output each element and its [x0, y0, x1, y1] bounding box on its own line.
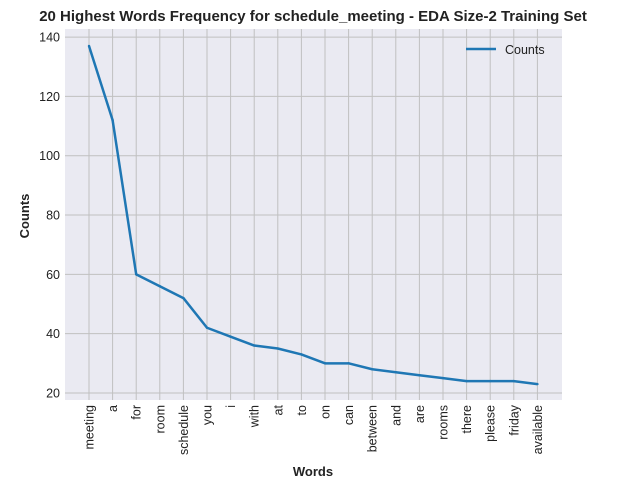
legend: Counts	[466, 43, 545, 57]
x-tick-label: friday	[507, 404, 521, 435]
series-line-counts	[87, 45, 538, 386]
x-tick-label: i	[224, 405, 238, 408]
data-point	[276, 347, 279, 350]
data-point	[253, 344, 256, 347]
x-tick-label: for	[130, 405, 144, 420]
data-point	[323, 362, 327, 365]
data-point	[205, 326, 209, 329]
data-point	[300, 353, 303, 356]
x-tick-label: room	[153, 405, 167, 433]
x-tick-label: to	[295, 405, 309, 415]
legend-label-counts: Counts	[505, 43, 545, 57]
y-tick-label: 80	[46, 209, 60, 223]
x-axis-label: Words	[293, 464, 333, 479]
data-point	[441, 376, 445, 380]
x-tick-label: between	[366, 405, 380, 452]
x-tick-label: there	[460, 405, 474, 434]
y-tick-label: 100	[39, 149, 60, 163]
x-tick-label: rooms	[437, 405, 451, 440]
x-tick-label: a	[106, 405, 120, 412]
x-tick-label: you	[201, 405, 215, 425]
data-point	[158, 285, 161, 288]
x-tick-labels: meeting a for room schedule you i with at to on can…	[83, 404, 545, 455]
data-point	[111, 118, 114, 122]
x-tick-label: with	[248, 405, 262, 428]
x-tick-label: schedule	[177, 405, 191, 455]
data-points	[87, 44, 539, 386]
data-point	[394, 371, 397, 374]
data-point	[465, 379, 468, 383]
plot-area	[65, 29, 562, 400]
data-point	[536, 382, 539, 386]
data-point	[418, 374, 421, 377]
x-tick-label: on	[319, 405, 333, 419]
y-tick-label: 60	[46, 268, 60, 282]
data-point	[347, 362, 350, 365]
data-point	[512, 379, 515, 383]
x-tick-label: at	[271, 404, 285, 415]
y-tick-labels: 20 40 60 80 100 120 140	[39, 31, 60, 401]
x-tick-label: please	[484, 405, 498, 442]
data-point	[371, 368, 374, 371]
data-point	[489, 379, 492, 383]
x-tick-label: available	[531, 405, 545, 454]
data-point	[182, 296, 185, 300]
y-tick-label: 120	[39, 90, 60, 104]
x-tick-label: can	[342, 405, 356, 425]
chart-title: 20 Highest Words Frequency for schedule_…	[39, 8, 587, 25]
y-tick-label: 20	[46, 387, 60, 401]
data-point	[135, 273, 138, 276]
y-tick-label: 140	[39, 31, 60, 45]
x-tick-label: are	[413, 405, 427, 423]
grid	[65, 29, 562, 400]
data-point	[229, 335, 232, 338]
x-tick-label: and	[389, 405, 403, 426]
y-tick-label: 40	[46, 327, 60, 341]
data-point	[87, 44, 91, 48]
x-tick-label: meeting	[83, 405, 97, 450]
y-axis-label: Counts	[17, 194, 32, 239]
